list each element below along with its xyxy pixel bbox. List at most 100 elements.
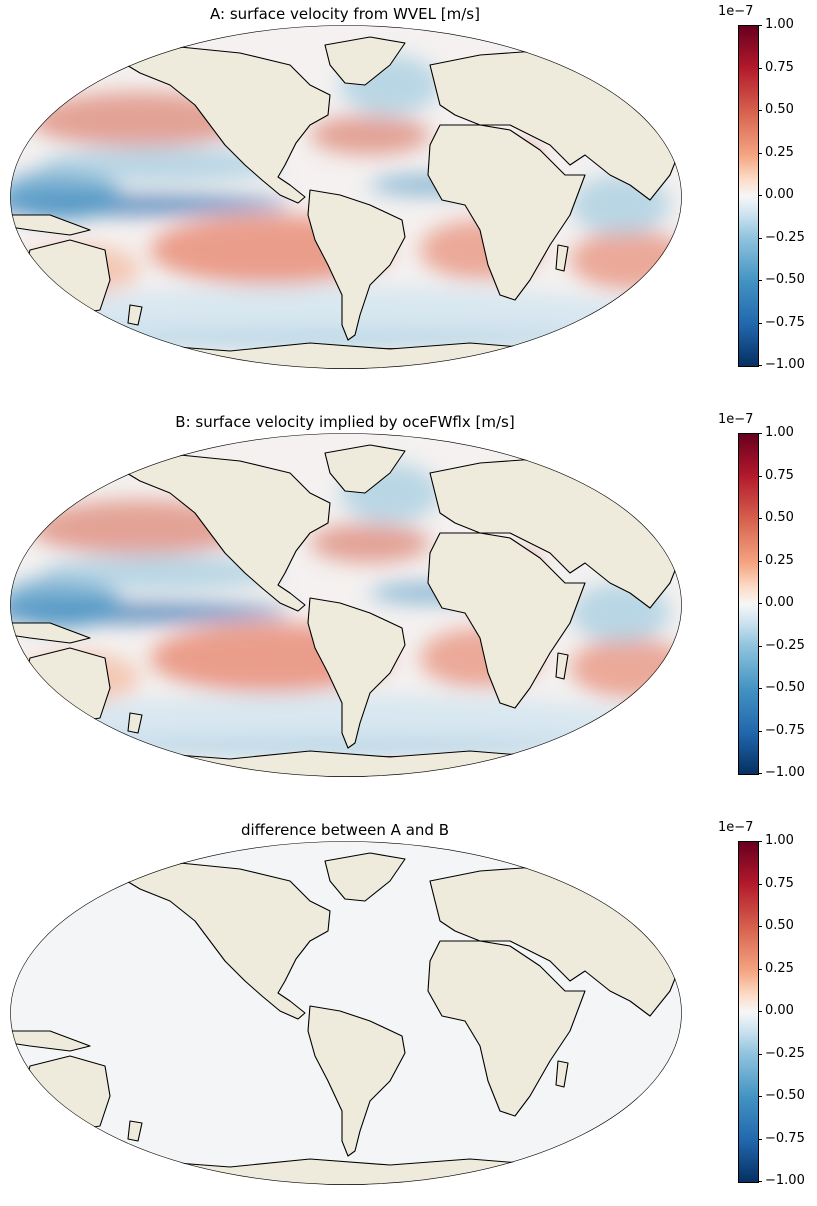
colorbar-tick-mark <box>758 195 762 196</box>
map-svg <box>10 25 682 369</box>
panel-title: difference between A and B <box>240 821 449 839</box>
anomaly-region <box>10 287 660 343</box>
continent-madagascar <box>555 652 569 680</box>
anomaly-region <box>310 115 430 155</box>
colorbar-difference <box>738 841 759 1183</box>
colorbar-tick-mark <box>758 110 762 111</box>
colorbar-tick-mark <box>758 67 762 69</box>
colorbar-tick-mark <box>758 152 762 154</box>
map-svg <box>10 841 682 1185</box>
continent-new-zealand <box>127 712 143 734</box>
colorbar-tick-mark <box>758 926 762 927</box>
colorbar-tick-mark <box>758 1011 762 1012</box>
colorbar-tick-label: −0.25 <box>765 637 805 653</box>
continent-indonesia <box>10 214 91 236</box>
continent-australia <box>21 239 111 316</box>
colorbar-tick-label: 0.25 <box>765 960 794 976</box>
colorbar-exponent: 1e−7 <box>718 820 754 835</box>
continent-north-america <box>109 454 331 612</box>
panel-title: A: surface velocity from WVEL [m/s] <box>210 5 480 23</box>
anomaly-region <box>310 523 430 563</box>
colorbar-tick-mark <box>758 25 762 26</box>
colorbar-tick-label: 1.00 <box>765 833 794 848</box>
colorbar-tick-mark <box>758 883 762 885</box>
continent-north-america <box>109 46 331 204</box>
map-boundary <box>10 25 682 369</box>
continent-antarctica <box>10 342 682 369</box>
colorbar-tick-label: 0.75 <box>765 875 794 891</box>
continent-greenland <box>324 852 406 902</box>
panel-b: B: surface velocity implied by oceFWflx … <box>0 408 817 798</box>
continent-north-america <box>109 862 331 1020</box>
colorbar-tick-mark <box>758 603 762 604</box>
colorbar-tick-label: 0.00 <box>765 1003 794 1018</box>
panel-title: B: surface velocity implied by oceFWflx … <box>175 413 515 431</box>
panel-a: A: surface velocity from WVEL [m/s] 1e−7… <box>0 0 817 390</box>
colorbar-tick-mark <box>758 433 762 434</box>
continent-south-america <box>307 189 406 341</box>
map-a <box>10 25 682 369</box>
continent-africa <box>427 940 586 1117</box>
colorbar-tick-label: −0.25 <box>765 1045 805 1061</box>
colorbar-tick-label: 0.25 <box>765 144 794 160</box>
continent-greenland <box>324 36 406 86</box>
continent-madagascar <box>555 1060 569 1088</box>
anomaly-region <box>40 555 280 591</box>
continent-antarctica <box>10 750 682 777</box>
continent-africa <box>427 532 586 709</box>
continent-new-zealand <box>127 304 143 326</box>
colorbar-tick-label: −0.50 <box>765 1088 805 1103</box>
colorbar-tick-mark <box>758 237 762 239</box>
map-boundary <box>10 841 682 1185</box>
colorbar-tick-mark <box>758 475 762 477</box>
colorbar-tick-mark <box>758 968 762 970</box>
colorbar-tick-label: −0.75 <box>765 1130 805 1146</box>
colorbar-tick-label: −0.75 <box>765 314 805 330</box>
colorbar-a <box>738 25 759 367</box>
colorbar-tick-mark <box>758 1053 762 1055</box>
continent-south-america <box>307 597 406 749</box>
colorbar-tick-mark <box>758 322 762 324</box>
colorbar-tick-label: −0.25 <box>765 229 805 245</box>
colorbar-tick-label: −1.00 <box>765 765 805 780</box>
colorbar-tick-mark <box>758 1138 762 1140</box>
colorbar-tick-label: 1.00 <box>765 17 794 32</box>
colorbar-tick-label: 0.50 <box>765 102 794 117</box>
map-svg <box>10 433 682 777</box>
colorbar-tick-mark <box>758 841 762 842</box>
colorbar-tick-mark <box>758 773 762 774</box>
continent-greenland <box>324 444 406 494</box>
anomaly-region <box>10 695 660 751</box>
map-boundary <box>10 433 682 777</box>
colorbar-tick-label: −0.50 <box>765 272 805 287</box>
anomaly-region <box>40 147 280 183</box>
colorbar-tick-mark <box>758 280 762 281</box>
continent-africa <box>427 124 586 301</box>
colorbar-b <box>738 433 759 775</box>
colorbar-tick-label: −0.50 <box>765 680 805 695</box>
colorbar-tick-mark <box>758 688 762 689</box>
panel-difference: difference between A and B 1e−7 1.00 0.75… <box>0 816 817 1206</box>
anomaly-region <box>10 170 120 220</box>
colorbar-tick-mark <box>758 1181 762 1182</box>
colorbar-tick-label: 0.50 <box>765 918 794 933</box>
continent-australia <box>21 647 111 724</box>
colorbar-exponent: 1e−7 <box>718 412 754 427</box>
colorbar-tick-mark <box>758 365 762 366</box>
colorbar-tick-label: 0.75 <box>765 467 794 483</box>
map-b <box>10 433 682 777</box>
colorbar-tick-label: 0.00 <box>765 595 794 610</box>
anomaly-region <box>30 500 250 556</box>
anomaly-region <box>30 92 250 148</box>
colorbar-tick-label: 0.50 <box>765 510 794 525</box>
colorbar-tick-label: 0.25 <box>765 552 794 568</box>
colorbar-tick-label: −1.00 <box>765 1173 805 1188</box>
continent-indonesia <box>10 1030 91 1052</box>
continent-new-zealand <box>127 1120 143 1142</box>
map-difference <box>10 841 682 1185</box>
continent-madagascar <box>555 244 569 272</box>
continent-australia <box>21 1055 111 1132</box>
continent-antarctica <box>10 1158 682 1185</box>
colorbar-tick-label: −0.75 <box>765 722 805 738</box>
colorbar-tick-label: 1.00 <box>765 425 794 440</box>
